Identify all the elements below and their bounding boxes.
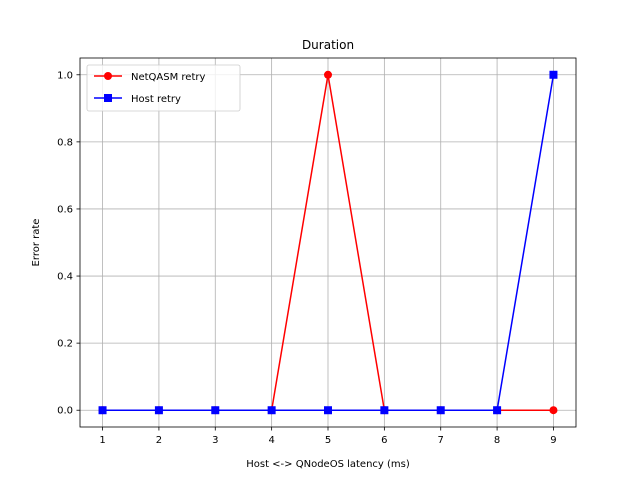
x-tick-label: 4 bbox=[268, 435, 274, 446]
data-point bbox=[436, 406, 445, 415]
data-point bbox=[324, 406, 332, 415]
y-axis-label: Error rate bbox=[31, 219, 42, 267]
x-tick-label: 9 bbox=[550, 435, 556, 446]
legend-marker bbox=[104, 94, 112, 102]
legend-item: NetQASM retry bbox=[94, 72, 205, 83]
x-tick-label: 8 bbox=[494, 435, 500, 446]
series-layer bbox=[98, 70, 558, 415]
legend-label: Host retry bbox=[131, 94, 181, 105]
y-tick-label: 0.0 bbox=[57, 406, 73, 417]
data-point bbox=[267, 406, 276, 415]
legend-marker bbox=[104, 72, 112, 80]
data-point bbox=[549, 70, 558, 79]
data-point bbox=[324, 70, 332, 79]
x-tick-label: 5 bbox=[325, 435, 331, 446]
data-point bbox=[380, 406, 389, 415]
legend: NetQASM retry Host retry bbox=[86, 64, 241, 112]
x-tick-label: 7 bbox=[438, 435, 444, 446]
x-tick-label: 2 bbox=[156, 435, 162, 446]
y-tick-label: 1.0 bbox=[57, 70, 73, 81]
data-point bbox=[493, 406, 502, 415]
y-tick-label: 0.6 bbox=[57, 204, 73, 215]
legend-label: NetQASM retry bbox=[131, 72, 205, 83]
y-tick-label: 0.4 bbox=[57, 272, 73, 283]
axis-ticks: 1 2 3 4 5 6 7 8 9 0.0 0.2 0.4 0.6 0.8 1.0 bbox=[57, 70, 557, 446]
data-point bbox=[98, 406, 107, 415]
y-tick-label: 0.2 bbox=[57, 339, 73, 350]
legend-box bbox=[86, 64, 241, 112]
data-point bbox=[211, 406, 220, 415]
legend-item: Host retry bbox=[94, 94, 181, 105]
data-point bbox=[154, 406, 163, 415]
series-host-retry bbox=[98, 70, 558, 415]
x-axis-label: Host <-> QNodeOS latency (ms) bbox=[246, 459, 410, 470]
y-tick-label: 0.8 bbox=[57, 137, 73, 148]
x-tick-label: 6 bbox=[381, 435, 387, 446]
grid bbox=[80, 58, 576, 427]
chart-title: Duration bbox=[302, 38, 354, 52]
data-point bbox=[549, 406, 558, 415]
x-tick-label: 3 bbox=[212, 435, 218, 446]
x-tick-label: 1 bbox=[99, 435, 105, 446]
